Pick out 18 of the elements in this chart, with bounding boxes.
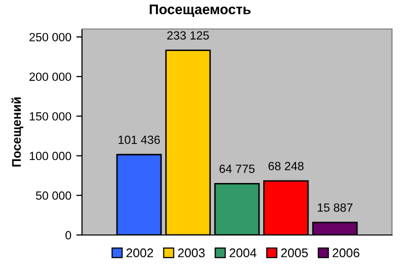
y-tick-label: 50 000 [36,191,72,200]
legend-label: 2005 [281,248,308,258]
y-tick-label: 0 [65,231,72,240]
data-label: 15 887 [318,203,352,212]
y-tick-label: 250 000 [30,32,72,42]
legend-label: 2004 [230,248,256,258]
y-tick-label: 100 000 [30,152,72,160]
y-tick-label: 200 000 [30,72,72,81]
data-label: 64 775 [220,164,255,174]
legend-label: 2002 [126,248,154,258]
y-axis-title: Посещений [11,97,24,167]
data-label: 233 125 [167,31,209,40]
chart-title: Посещаемость [150,4,251,17]
legend-label: 2003 [178,248,205,258]
legend-label: 2006 [332,248,360,258]
data-label: 101 436 [118,136,160,144]
y-tick-label: 150 000 [30,112,72,121]
data-label: 68 248 [268,162,304,170]
